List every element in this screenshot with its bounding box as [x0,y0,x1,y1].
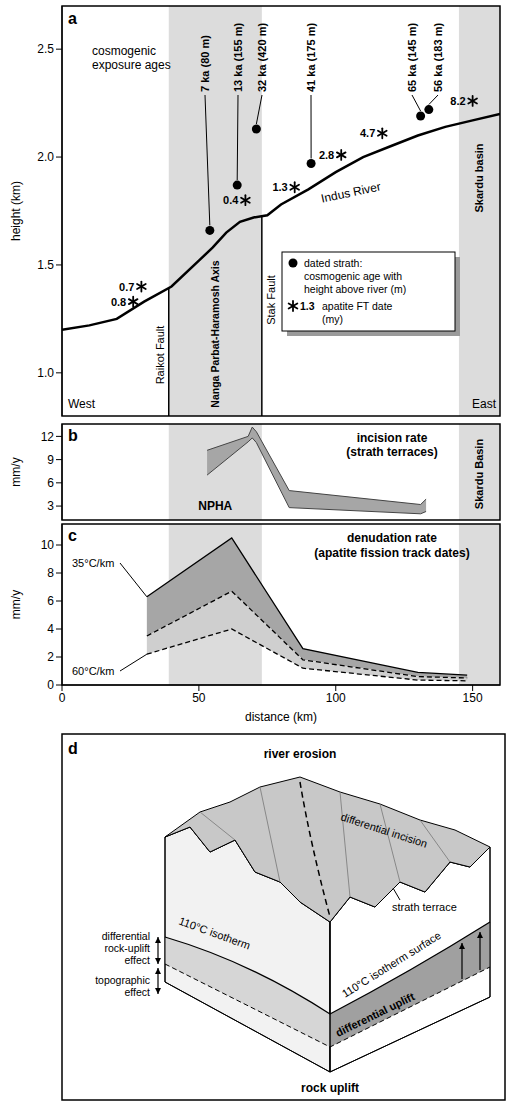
svg-text:height above river (m): height above river (m) [304,283,406,295]
svg-text:cosmogenic: cosmogenic [92,44,156,58]
svg-text:effect: effect [125,986,151,998]
svg-text:a: a [68,10,77,27]
svg-text:6: 6 [47,476,54,490]
svg-text:2.8: 2.8 [319,149,334,161]
svg-text:cosmogenic age with: cosmogenic age with [304,270,402,282]
svg-text:32 ka (420 m): 32 ka (420 m) [256,23,268,92]
svg-text:110°C isotherm surface: 110°C isotherm surface [340,929,443,1000]
svg-text:41 ka (175 m): 41 ka (175 m) [305,23,317,92]
svg-text:60°C/km: 60°C/km [72,665,114,677]
svg-text:river erosion: river erosion [264,747,337,761]
svg-text:6: 6 [47,594,54,608]
svg-text:2: 2 [47,650,54,664]
svg-text:rock-uplift: rock-uplift [104,942,150,954]
svg-text:12: 12 [41,430,55,444]
svg-text:mm/y: mm/y [9,590,23,619]
svg-text:3: 3 [47,499,54,513]
svg-text:4: 4 [47,622,54,636]
svg-text:b: b [68,427,78,444]
svg-text:0: 0 [59,691,66,705]
svg-text:8.2: 8.2 [450,95,465,107]
svg-text:0.8: 0.8 [111,296,126,308]
svg-text:West: West [68,397,96,411]
svg-text:rock uplift: rock uplift [301,1081,359,1095]
svg-text:Raikot Fault: Raikot Fault [154,326,166,385]
svg-text:8: 8 [47,566,54,580]
svg-text:mm/y: mm/y [9,457,23,486]
svg-text:c: c [68,527,77,544]
svg-text:strath terrace: strath terrace [392,901,457,913]
svg-text:4.7: 4.7 [360,127,375,139]
svg-text:Skardu Basin: Skardu Basin [473,439,485,510]
svg-text:Indus River: Indus River [320,179,382,205]
svg-text:(strath terraces): (strath terraces) [346,445,437,459]
svg-text:differential: differential [102,930,150,942]
svg-text:NPHA: NPHA [198,499,232,513]
svg-text:1.3: 1.3 [272,181,287,193]
svg-text:10: 10 [41,538,55,552]
svg-text:incision rate: incision rate [357,431,428,445]
svg-text:2.0: 2.0 [37,150,54,164]
svg-text:differential incision: differential incision [339,810,429,849]
svg-text:1.5: 1.5 [37,258,54,272]
svg-text:Stak Fault: Stak Fault [265,275,277,325]
svg-text:dated strath:: dated strath: [304,257,362,269]
svg-text:effect: effect [125,954,151,966]
svg-text:height (km): height (km) [9,181,23,241]
svg-text:(my): (my) [322,313,343,325]
svg-text:65 ka (145 m): 65 ka (145 m) [406,23,418,92]
svg-text:exposure ages: exposure ages [92,58,171,72]
svg-text:50: 50 [192,691,206,705]
svg-text:distance (km): distance (km) [245,710,317,724]
svg-text:7 ka (80 m): 7 ka (80 m) [199,35,211,92]
svg-text:apatite FT date: apatite FT date [322,300,393,312]
svg-text:Skardu basin: Skardu basin [473,143,485,212]
svg-text:56 ka (183 m): 56 ka (183 m) [432,23,444,92]
svg-text:100: 100 [326,691,346,705]
svg-text:9: 9 [47,453,54,467]
svg-text:d: d [68,740,78,757]
svg-text:150: 150 [463,691,483,705]
svg-text:0: 0 [47,678,54,692]
svg-text:East: East [472,397,497,411]
svg-text:(apatite fission track dates): (apatite fission track dates) [314,546,469,560]
svg-text:110°C isotherm: 110°C isotherm [177,915,252,952]
svg-text:topographic: topographic [95,974,150,986]
svg-text:0.7: 0.7 [119,281,134,293]
svg-text:35°C/km: 35°C/km [72,557,114,569]
svg-text:2.5: 2.5 [37,42,54,56]
svg-text:0.4: 0.4 [223,194,239,206]
svg-text:13 ka (155 m): 13 ka (155 m) [232,23,244,92]
svg-text:Nanga Parbat-Haramosh Axis: Nanga Parbat-Haramosh Axis [209,260,221,407]
svg-text:denudation rate: denudation rate [347,531,437,545]
svg-text:1.0: 1.0 [37,366,54,380]
svg-text:differential uplift: differential uplift [334,990,417,1039]
svg-text:1.3: 1.3 [300,300,315,312]
